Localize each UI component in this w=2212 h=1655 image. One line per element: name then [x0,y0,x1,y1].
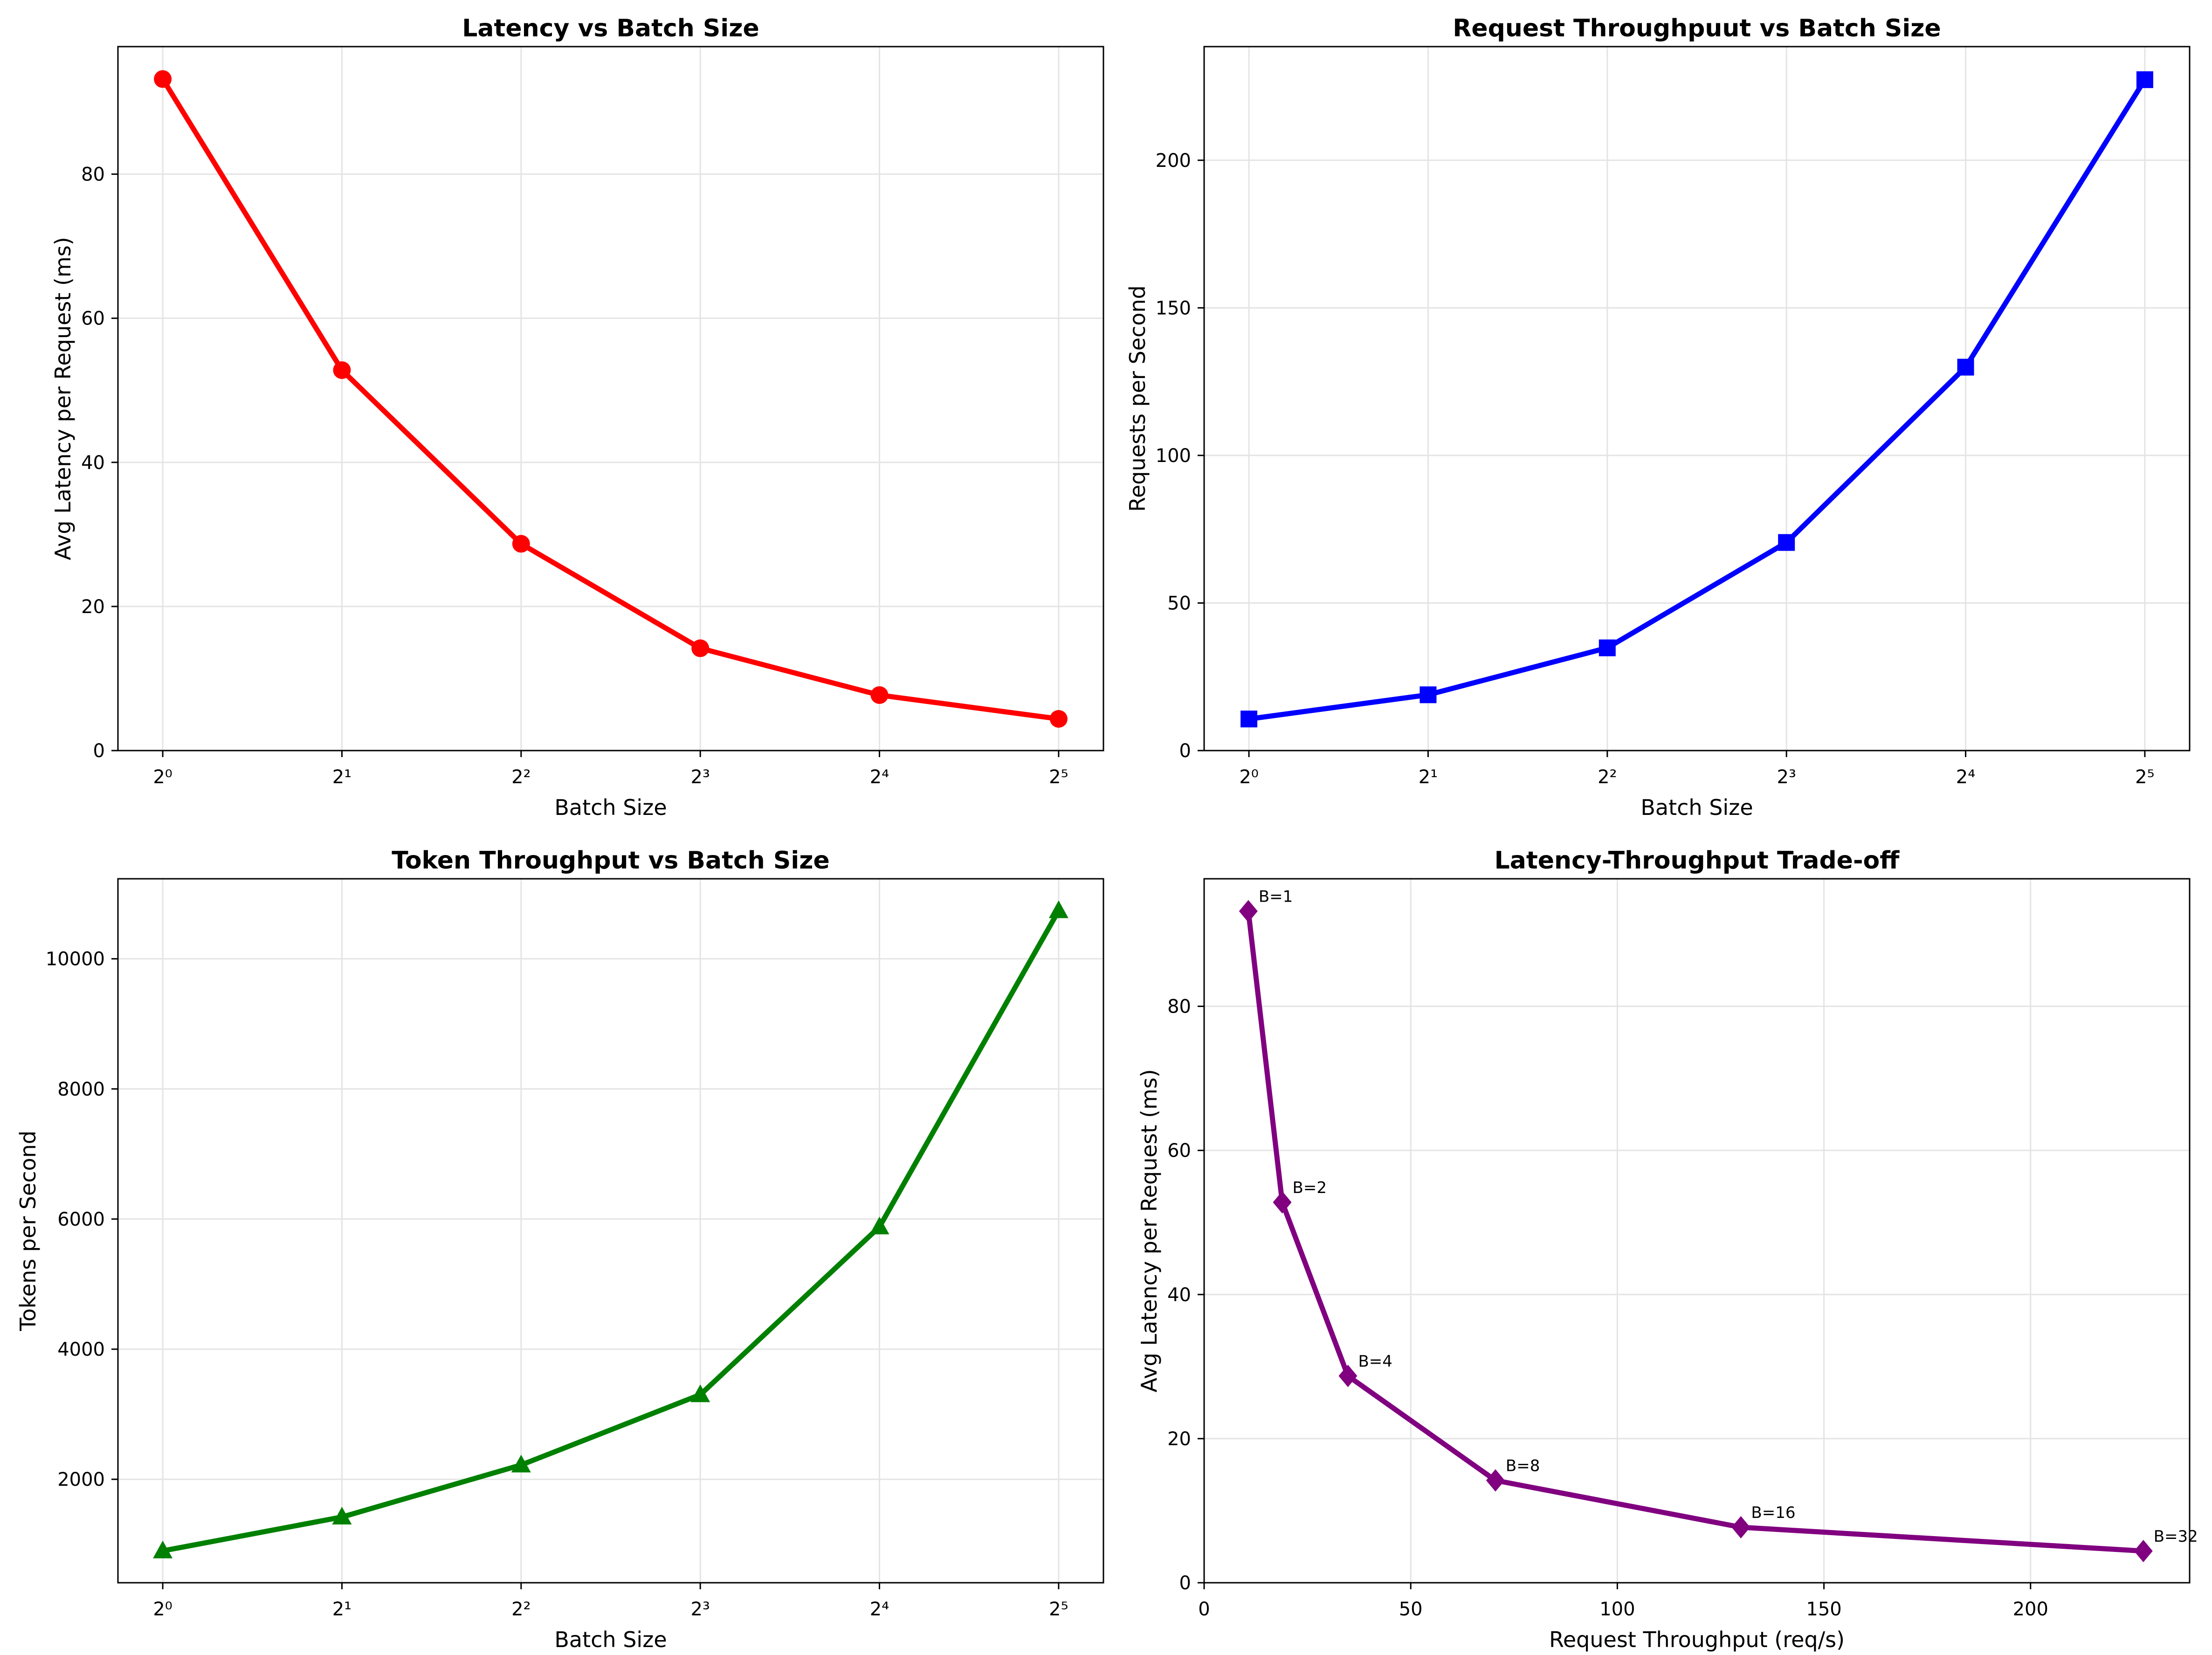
y-axis-label: Avg Latency per Request (ms) [1137,1069,1162,1392]
x-tick-label: 150 [1806,1599,1841,1620]
data-point [333,361,351,379]
x-tick-label: 2⁰ [1239,766,1258,788]
x-tick-label: 2² [511,766,531,788]
y-tick-label: 2000 [57,1469,105,1490]
axes-frame [1203,878,2191,1584]
chart-title: Latency vs Batch Size [462,14,759,42]
series-line [160,76,1061,722]
x-axis-label: Batch Size [1640,795,1753,820]
x-axis-label: Request Throughput (req/s) [1549,1627,1845,1652]
x-tick-label: 2³ [690,766,710,788]
data-point [1486,1469,1505,1492]
data-label: B=8 [1506,1457,1540,1476]
y-tick-label: 0 [1179,740,1191,762]
data-point [511,1455,531,1473]
y-tick-label: 4000 [57,1339,105,1360]
data-point [1049,710,1068,728]
y-tick-label: 0 [1179,1572,1191,1594]
x-tick-label: 100 [1599,1599,1635,1620]
series-line [1246,77,2148,722]
x-tick-label: 2³ [690,1599,710,1620]
data-label: B=2 [1293,1179,1327,1197]
axes-frame [117,878,1104,1584]
data-point [2136,71,2153,88]
data-point [1599,639,1616,656]
data-point [1240,710,1258,728]
subplot-2: 2⁰ 2¹ 2² 2³ 2⁴ 2⁵ 0 50 100 150 200 Request Throughp… [1125,14,2191,820]
y-tick-label: 50 [1167,593,1191,614]
x-tick-label: 2⁵ [2135,766,2154,788]
data-point [869,1216,889,1234]
y-axis-label: Requests per Second [1125,285,1150,512]
data-label: B=4 [1358,1352,1392,1371]
data-point [154,70,172,88]
x-tick-label: 2⁵ [1049,766,1068,788]
x-tick-label: 2⁴ [870,766,889,788]
x-axis-label: Batch Size [554,1627,667,1652]
data-point [690,1384,710,1402]
y-tick-label: 20 [81,596,105,618]
x-tick-label: 2² [511,1599,531,1620]
y-tick-label: 0 [93,740,105,762]
chart-title: Latency-Throughput Trade-off [1495,847,1900,875]
y-tick-label: 8000 [57,1079,105,1100]
y-tick-label: 150 [1156,297,1191,319]
x-tick-label: 2⁰ [153,1599,172,1620]
data-label: B=16 [1751,1503,1795,1522]
y-tick-label: 100 [1156,445,1191,467]
y-axis-label: Avg Latency per Request (ms) [50,237,76,560]
chart-title: Token Throughput vs Batch Size [392,847,829,875]
x-axis-label: Batch Size [554,795,667,820]
data-point [332,1507,352,1525]
data-label: B=1 [1259,888,1293,906]
y-tick-label: 6000 [57,1209,105,1230]
data-point [870,686,889,704]
data-label: B=32 [2154,1527,2198,1546]
data-point [2134,1539,2153,1562]
x-tick-label: 2⁴ [1956,766,1975,788]
y-tick-label: 60 [81,308,105,330]
x-tick-label: 2⁵ [1049,1599,1068,1620]
x-tick-label: 2¹ [1419,766,1438,788]
y-tick-label: 80 [1167,996,1191,1018]
data-point [1778,534,1795,551]
x-tick-label: 2² [1598,766,1617,788]
subplot-4: 0 50 100 150 200 0 20 40 60 80 B=1 B=2 B=4 B=8 B=16 B=3… [1137,847,2198,1652]
data-point [1273,1191,1292,1214]
x-tick-label: 2⁴ [870,1599,889,1620]
data-point [1731,1516,1750,1538]
data-point [1420,686,1437,703]
y-tick-label: 20 [1167,1428,1191,1450]
x-tick-label: 2¹ [332,1599,351,1620]
x-tick-label: 50 [1399,1599,1423,1620]
y-tick-label: 60 [1167,1140,1191,1162]
subplot-1: 2⁰ 2¹ 2² 2³ 2⁴ 2⁵ 0 20 40 60 80 Latency vs Batch Si… [50,14,1104,820]
x-tick-label: 2¹ [332,766,351,788]
data-point [1338,1365,1358,1387]
chart-title: Request Throughpuut vs Batch Size [1453,14,1941,42]
data-point [691,639,710,657]
y-tick-label: 40 [1167,1284,1191,1306]
y-axis-label: Tokens per Second [15,1131,41,1331]
y-tick-label: 200 [1156,150,1191,172]
data-point [153,1540,173,1558]
x-tick-label: 0 [1198,1599,1210,1620]
x-tick-label: 200 [2013,1599,2048,1620]
x-tick-label: 2³ [1777,766,1796,788]
x-tick-label: 2⁰ [153,766,172,788]
data-point [512,535,530,553]
axes-frame [1203,46,2191,752]
y-tick-label: 10000 [46,949,105,970]
axes-frame [117,46,1104,752]
data-point [1048,900,1068,918]
y-tick-label: 40 [81,452,105,474]
series-line [1246,909,2146,1554]
data-point [1957,359,1974,376]
data-point [1239,900,1258,923]
subplot-3: 2⁰ 2¹ 2² 2³ 2⁴ 2⁵ 2000 4000 6000 8000 10000 Token T… [15,847,1104,1652]
series-line [160,908,1061,1554]
y-tick-label: 80 [81,164,105,186]
